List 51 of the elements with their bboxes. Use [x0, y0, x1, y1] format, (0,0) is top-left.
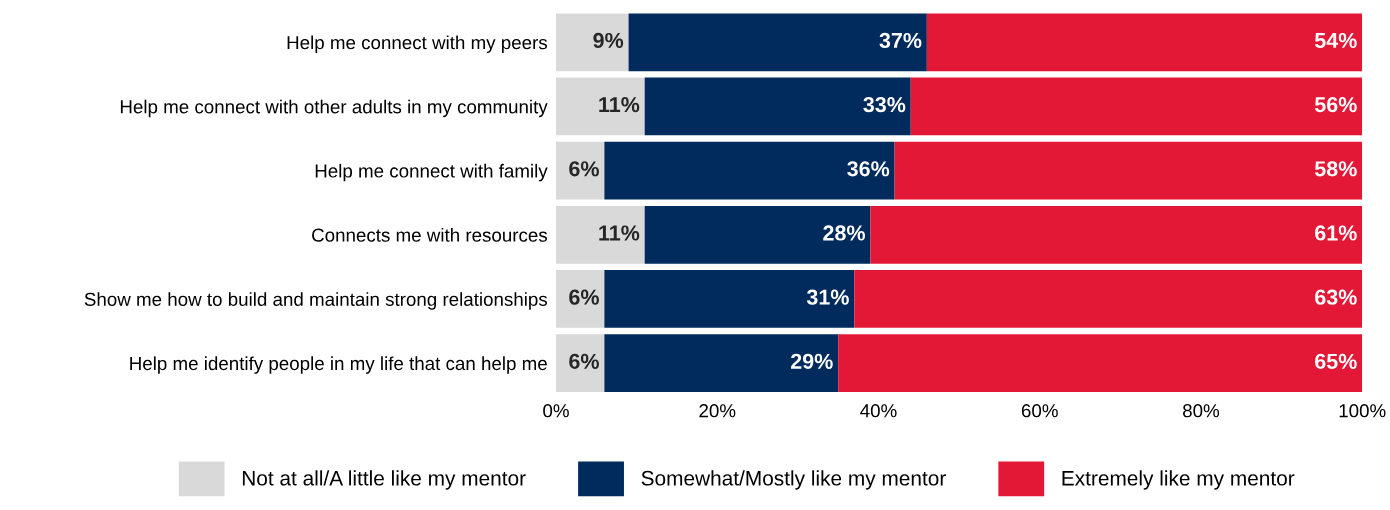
data-label: 31%: [806, 289, 849, 305]
y-tick-label: Help me connect with other adults in my community: [120, 99, 548, 118]
data-label: 6%: [569, 353, 599, 369]
data-label: 6%: [569, 161, 599, 177]
bar: [604, 141, 895, 200]
legend-label: Extremely like my mentor: [1062, 470, 1295, 490]
x-tick-label: 80%: [1183, 404, 1220, 418]
bar: [644, 205, 871, 264]
data-label: 29%: [790, 353, 833, 369]
bar: [604, 270, 855, 328]
y-tick-label: Help me connect with family: [315, 163, 548, 182]
x-tick-label: 0%: [543, 404, 569, 418]
x-tick-label: 40%: [860, 404, 897, 418]
data-label: 33%: [863, 97, 906, 113]
bar: [894, 141, 1363, 200]
data-label: 56%: [1314, 97, 1357, 113]
bar: [854, 270, 1363, 328]
bar: [644, 77, 911, 136]
legend-label: Not at all/A little like my mentor: [242, 470, 526, 490]
data-label: 65%: [1315, 353, 1357, 369]
y-tick-label: Help me connect with my peers: [287, 35, 548, 53]
y-tick-label: Help me identify people in my life that can help me: [130, 356, 547, 374]
bar: [910, 77, 1363, 136]
bar: [628, 13, 927, 72]
bar: [604, 334, 839, 393]
bar: [556, 77, 645, 136]
legend-label: Somewhat/Mostly like my mentor: [641, 470, 946, 490]
data-label: 37%: [879, 32, 922, 49]
x-tick-label: 100%: [1339, 404, 1386, 418]
data-label: 61%: [1315, 225, 1357, 241]
bar: [556, 270, 605, 328]
bar: [556, 205, 645, 264]
data-label: 11%: [599, 225, 640, 241]
data-label: 6%: [569, 289, 599, 305]
data-label: 54%: [1314, 32, 1357, 49]
data-label: 28%: [823, 225, 866, 241]
data-label: 9%: [593, 32, 624, 49]
y-tick-label: Show me how to build and maintain strong relationships: [84, 292, 548, 310]
data-label: 58%: [1314, 161, 1357, 177]
x-tick-label: 60%: [1021, 404, 1058, 418]
data-label: 36%: [847, 161, 890, 177]
data-label: 63%: [1315, 289, 1357, 305]
bar: [556, 334, 605, 393]
y-tick-label: Connects me with resources: [312, 228, 547, 242]
bar: [556, 141, 605, 200]
x-tick-label: 20%: [699, 404, 736, 418]
data-label: 11%: [599, 97, 640, 113]
bar: [838, 334, 1363, 393]
bar: [870, 205, 1363, 264]
bar: [926, 13, 1363, 72]
bar: [556, 13, 629, 72]
